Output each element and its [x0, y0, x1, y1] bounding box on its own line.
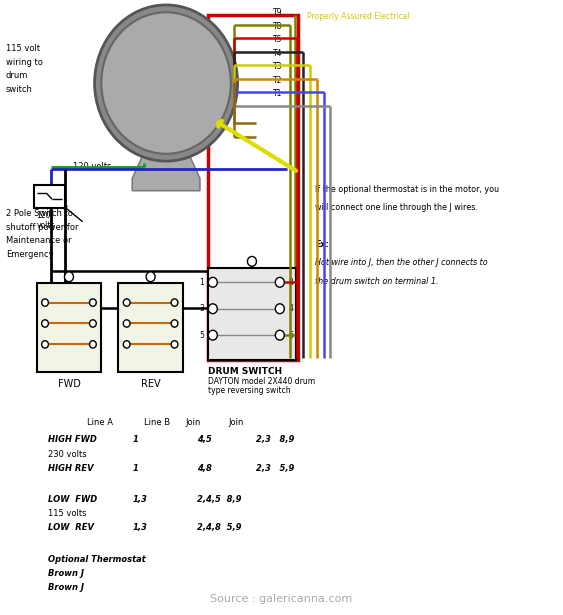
Text: Brown J: Brown J [48, 583, 84, 592]
Circle shape [208, 304, 217, 314]
Text: 4,8: 4,8 [197, 464, 212, 473]
Text: T1: T1 [273, 89, 283, 98]
Text: 2 Pole Switch to: 2 Pole Switch to [6, 209, 73, 218]
Text: REV: REV [141, 379, 160, 389]
Circle shape [64, 272, 73, 282]
Text: shutoff power for: shutoff power for [6, 223, 78, 232]
Circle shape [208, 330, 217, 340]
Text: will connect one line through the J wires.: will connect one line through the J wire… [315, 203, 478, 212]
Bar [208, 268, 296, 360]
Text: 230 volts: 230 volts [48, 450, 87, 459]
Text: wiring to: wiring to [6, 58, 42, 67]
Circle shape [275, 277, 284, 287]
Bar [37, 283, 101, 372]
Text: 6: 6 [288, 331, 293, 340]
Ellipse shape [101, 12, 231, 154]
Text: 3: 3 [38, 322, 43, 330]
Text: Optional Thermostat: Optional Thermostat [48, 555, 146, 564]
Text: 115 volts: 115 volts [48, 509, 86, 518]
Circle shape [275, 330, 284, 340]
Text: 2: 2 [288, 278, 293, 287]
Text: Properly Assured Electrical: Properly Assured Electrical [307, 12, 410, 22]
Text: 120: 120 [37, 211, 51, 220]
Text: 1: 1 [200, 278, 204, 287]
Circle shape [275, 304, 284, 314]
Text: 120 volts: 120 volts [73, 162, 111, 171]
Text: 3: 3 [199, 304, 204, 314]
Text: T8: T8 [273, 22, 283, 31]
Circle shape [123, 341, 130, 348]
Text: Line A: Line A [87, 418, 113, 427]
Text: Join: Join [186, 418, 201, 427]
Text: T5: T5 [273, 35, 283, 44]
Text: FWD: FWD [57, 379, 81, 389]
Polygon shape [132, 154, 200, 191]
Text: Ex:: Ex: [315, 240, 329, 249]
Text: the drum switch on terminal 1.: the drum switch on terminal 1. [315, 277, 439, 286]
Circle shape [248, 256, 257, 266]
Text: 5: 5 [38, 360, 43, 369]
Text: 2,4,5  8,9: 2,4,5 8,9 [197, 495, 242, 504]
Text: HIGH FWD: HIGH FWD [48, 435, 97, 445]
Text: Line B: Line B [144, 418, 169, 427]
Text: J: J [220, 108, 222, 117]
Text: 4: 4 [288, 304, 293, 314]
Ellipse shape [95, 5, 238, 161]
Circle shape [90, 341, 96, 348]
Text: DRUM SWITCH: DRUM SWITCH [208, 367, 283, 376]
Bar [34, 184, 65, 208]
Text: 115 volt: 115 volt [6, 44, 40, 54]
Circle shape [171, 320, 178, 327]
Text: DAYTON model 2X440 drum: DAYTON model 2X440 drum [208, 377, 315, 386]
Circle shape [171, 341, 178, 348]
Text: 2,3   5,9: 2,3 5,9 [256, 464, 294, 473]
Circle shape [208, 277, 217, 287]
Circle shape [42, 341, 48, 348]
Circle shape [90, 299, 96, 306]
Text: type reversing switch: type reversing switch [208, 386, 291, 395]
Text: 1: 1 [132, 464, 138, 473]
Text: 1,3: 1,3 [132, 523, 147, 533]
Text: T2: T2 [273, 76, 283, 85]
Circle shape [123, 320, 130, 327]
Circle shape [90, 320, 96, 327]
Text: 2,3   8,9: 2,3 8,9 [256, 435, 294, 445]
Text: 4,5: 4,5 [197, 435, 212, 445]
Text: MOTOR: MOTOR [140, 73, 192, 87]
Text: Brown J: Brown J [48, 569, 84, 578]
Text: Source : galericanna.com: Source : galericanna.com [211, 594, 352, 604]
Text: T4: T4 [273, 49, 283, 58]
Bar [208, 15, 298, 360]
Text: T9: T9 [273, 8, 283, 17]
Text: 2: 2 [95, 289, 99, 298]
Text: 1,3: 1,3 [132, 495, 147, 504]
Text: LOW  REV: LOW REV [48, 523, 94, 533]
Text: LOW  FWD: LOW FWD [48, 495, 97, 504]
Text: J: J [220, 121, 222, 130]
Text: 1: 1 [38, 289, 42, 298]
Circle shape [171, 299, 178, 306]
Text: Maintenance or: Maintenance or [6, 236, 72, 245]
Text: Emergency: Emergency [6, 250, 53, 259]
Text: T3: T3 [273, 62, 283, 71]
Circle shape [42, 299, 48, 306]
Text: If the optional thermostat is in the motor, you: If the optional thermostat is in the mot… [315, 184, 499, 194]
Text: 4: 4 [66, 314, 72, 323]
Circle shape [146, 272, 155, 282]
Text: 5: 5 [199, 331, 204, 340]
Circle shape [42, 320, 48, 327]
Text: drum: drum [6, 71, 28, 81]
Text: 1: 1 [132, 435, 138, 445]
Text: Join: Join [228, 418, 243, 427]
Text: switch: switch [6, 85, 33, 94]
Text: HIGH REV: HIGH REV [48, 464, 93, 473]
Circle shape [123, 299, 130, 306]
Text: 2,4,8  5,9: 2,4,8 5,9 [197, 523, 242, 533]
Bar [118, 283, 183, 372]
Text: 6: 6 [95, 360, 100, 369]
Text: volts: volts [37, 221, 55, 231]
Text: Hot wire into J, then the other J connects to: Hot wire into J, then the other J connec… [315, 258, 488, 268]
